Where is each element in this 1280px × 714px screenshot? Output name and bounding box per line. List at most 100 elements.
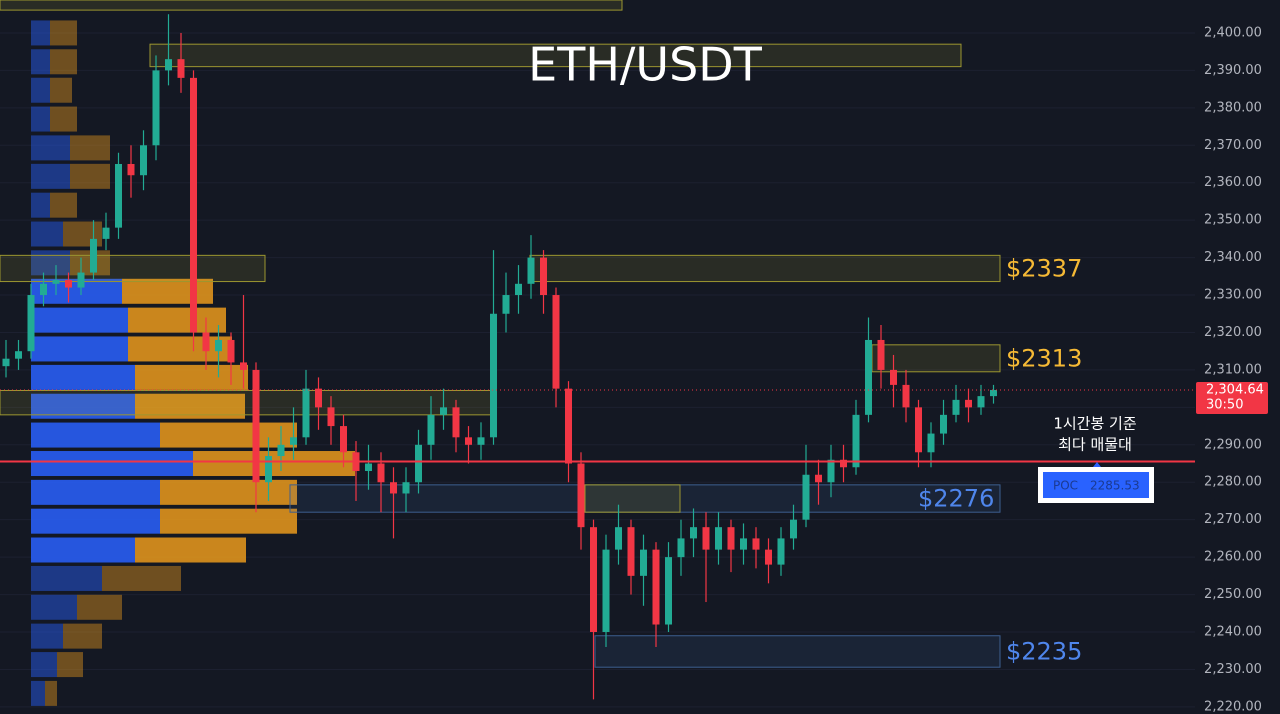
candle-body [927, 433, 935, 453]
y-tick-label: 2,400.00 [1204, 25, 1262, 40]
candle-body [377, 463, 385, 483]
candle-body [90, 238, 97, 273]
profile-buy-bar [31, 364, 135, 390]
profile-sell-bar [50, 49, 77, 75]
candle-body [315, 388, 322, 408]
candle-body [565, 388, 572, 464]
profile-buy-bar [31, 20, 50, 46]
y-tick-label: 2,280.00 [1204, 475, 1262, 490]
y-tick-label: 2,310.00 [1204, 362, 1262, 377]
candle-body [515, 283, 522, 296]
y-tick-label: 2,260.00 [1204, 550, 1262, 565]
profile-buy-bar [31, 422, 160, 448]
last-price-box [1196, 381, 1268, 414]
candle-body [577, 463, 585, 528]
profile-buy-bar [31, 221, 63, 247]
candle-body [390, 482, 397, 494]
y-tick-label: 2,390.00 [1204, 63, 1262, 78]
candle-body [402, 482, 410, 494]
profile-buy-bar [31, 594, 77, 620]
candle-body [152, 70, 160, 146]
candle-body [677, 538, 685, 558]
y-tick-label: 2,360.00 [1204, 175, 1262, 190]
last-price-label: 2,304.64 [1206, 382, 1264, 397]
y-tick-label: 2,270.00 [1204, 512, 1262, 527]
zone-label: $2235 [1006, 637, 1082, 665]
candle-body [552, 295, 560, 389]
y-tick-label: 2,340.00 [1204, 250, 1262, 265]
profile-buy-bar [31, 163, 70, 189]
candle-body [965, 399, 972, 408]
poc-pointer [1093, 462, 1101, 467]
profile-sell-bar [70, 135, 110, 161]
candle-body [265, 456, 272, 483]
y-tick-label: 2,350.00 [1204, 213, 1262, 228]
candle-body [202, 332, 210, 352]
y-tick-label: 2,250.00 [1204, 587, 1262, 602]
zone [0, 390, 493, 416]
profile-sell-bar [50, 106, 77, 132]
candle-body [952, 399, 960, 415]
candle-body [327, 407, 335, 427]
poc-label: POC [1053, 479, 1078, 493]
candle-body [415, 444, 422, 483]
candle-body [177, 59, 185, 78]
candle-body [502, 295, 510, 314]
candle-body [527, 257, 535, 284]
profile-sell-bar [128, 336, 232, 362]
profile-sell-bar [57, 652, 83, 678]
candle-body [440, 407, 447, 415]
chart-title: ETH/USDT [528, 38, 763, 92]
profile-buy-bar [31, 250, 70, 276]
candle-body [865, 339, 872, 415]
zone [871, 344, 1001, 373]
profile-buy-bar [31, 565, 102, 591]
y-tick-label: 2,290.00 [1204, 437, 1262, 452]
candle-body [27, 295, 35, 352]
candle-body [490, 313, 497, 438]
profile-sell-bar [122, 278, 213, 304]
profile-buy-bar [31, 537, 135, 563]
zone-label: $2337 [1006, 254, 1082, 282]
candle-body [752, 538, 760, 550]
candle-body [590, 527, 597, 633]
candle-body [602, 549, 610, 633]
candle-body [802, 474, 810, 520]
candle-body [77, 272, 85, 288]
profile-buy-bar [31, 49, 50, 75]
candle-body [940, 414, 947, 434]
candle-body [215, 339, 222, 352]
candle-body [977, 396, 985, 408]
candle-body [465, 437, 472, 445]
candle-body [252, 369, 260, 483]
candle-body [665, 557, 672, 625]
poc-value: 2285.53 [1090, 479, 1140, 493]
profile-buy-bar [31, 307, 128, 333]
candle-body [365, 463, 372, 472]
y-tick-label: 2,240.00 [1204, 625, 1262, 640]
zone [594, 635, 1001, 668]
candle-body [890, 369, 897, 385]
candle-body [2, 358, 10, 367]
profile-buy-bar [31, 508, 160, 534]
profile-sell-bar [160, 422, 297, 448]
candle-body [740, 538, 747, 550]
candle-body [690, 527, 697, 539]
candle-body [702, 527, 710, 550]
candle-body [115, 163, 122, 228]
candle-body [240, 362, 247, 370]
candle-body [790, 519, 797, 539]
candle-body [815, 474, 822, 483]
candle-body [227, 339, 235, 363]
zone-label: $2313 [1006, 344, 1082, 372]
candle-body [777, 538, 785, 565]
poc-box [1043, 472, 1149, 498]
candle-body [915, 407, 922, 453]
profile-buy-bar [31, 652, 57, 678]
profile-sell-bar [128, 307, 226, 333]
candle-body [165, 59, 172, 71]
y-tick-label: 2,370.00 [1204, 138, 1262, 153]
profile-buy-bar [31, 623, 63, 649]
candle-body [290, 437, 297, 445]
